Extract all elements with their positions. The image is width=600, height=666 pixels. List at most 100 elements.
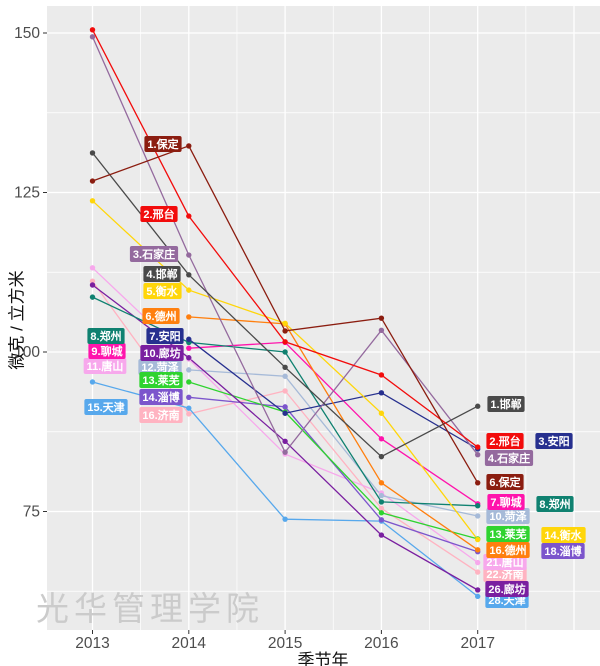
y-tick-label: 150 bbox=[14, 25, 40, 42]
city-label-text: 10.廊坊 bbox=[143, 346, 180, 360]
city-label-box bbox=[139, 407, 183, 423]
data-point-济南-2016 bbox=[378, 505, 385, 512]
city-label-text: 2.邢台 bbox=[489, 434, 520, 448]
city-label-text: 18.淄博 bbox=[544, 544, 581, 558]
city-label-text: 14.衡水 bbox=[544, 528, 582, 542]
city-label-text: 5.衡水 bbox=[146, 284, 178, 298]
data-point-邢台-2014 bbox=[186, 213, 192, 219]
city-label-box bbox=[139, 389, 183, 405]
city-label-8.郑州: 8.郑州 bbox=[87, 328, 125, 344]
city-label-7.安阳: 7.安阳 bbox=[146, 328, 184, 344]
city-label-box bbox=[541, 543, 585, 559]
city-label-box bbox=[486, 526, 530, 542]
data-point-邢台-2016 bbox=[378, 372, 385, 378]
x-tick-label: 2015 bbox=[268, 635, 302, 652]
data-point-聊城-2016 bbox=[378, 436, 385, 442]
data-point-德州-2016 bbox=[378, 480, 385, 486]
data-point-衡水-2017 bbox=[475, 536, 481, 543]
city-label-box bbox=[83, 358, 127, 374]
city-label-box bbox=[486, 474, 524, 490]
data-point-淄博-2014 bbox=[186, 394, 192, 400]
data-point-济南-2013 bbox=[89, 278, 96, 284]
data-point-德州-2017 bbox=[475, 547, 481, 553]
data-point-郑州-2016 bbox=[378, 499, 385, 505]
data-point-保定-2015 bbox=[282, 328, 288, 334]
city-label-text: 8.郑州 bbox=[90, 329, 121, 343]
series-line-莱芜 bbox=[188, 381, 478, 540]
city-label-box bbox=[143, 266, 181, 282]
city-label-box bbox=[140, 206, 178, 222]
series-line-淄博 bbox=[188, 396, 478, 553]
city-label-text: 13.莱芜 bbox=[489, 527, 526, 541]
city-label-16.济南: 16.济南 bbox=[139, 407, 183, 423]
data-point-莱芜-2016 bbox=[378, 510, 385, 516]
city-label-text: 26.廊坊 bbox=[488, 582, 525, 596]
data-point-石家庄-2017 bbox=[475, 452, 481, 458]
city-label-14.衡水: 14.衡水 bbox=[541, 527, 586, 543]
data-point-唐山-2017 bbox=[475, 559, 481, 566]
city-label-box bbox=[536, 496, 574, 512]
city-label-box bbox=[486, 508, 530, 524]
city-label-box bbox=[144, 136, 182, 152]
data-point-衡水-2014 bbox=[186, 287, 192, 293]
data-point-石家庄-2016 bbox=[378, 327, 385, 334]
city-label-box bbox=[485, 581, 529, 597]
city-label-text: 7.聊城 bbox=[490, 495, 521, 509]
data-point-菏泽-2015 bbox=[282, 373, 288, 379]
data-point-衡水-2016 bbox=[378, 410, 385, 416]
data-point-济南-2015 bbox=[282, 388, 288, 394]
city-label-14.淄博: 14.淄博 bbox=[139, 389, 183, 405]
data-point-济南-2014 bbox=[186, 411, 192, 417]
city-label-box bbox=[486, 542, 530, 558]
y-tick-label: 75 bbox=[23, 504, 40, 521]
data-point-保定-2013 bbox=[89, 178, 96, 184]
city-label-3.石家庄: 3.石家庄 bbox=[129, 246, 179, 262]
city-label-text: 13.莱芜 bbox=[142, 373, 179, 387]
city-label-10.菏泽: 10.菏泽 bbox=[486, 508, 530, 524]
city-label-text: 3.石家庄 bbox=[133, 247, 175, 261]
data-point-石家庄-2014 bbox=[186, 252, 192, 258]
data-point-菏泽-2016 bbox=[378, 492, 385, 499]
city-label-box bbox=[535, 433, 573, 449]
data-point-菏泽-2017 bbox=[475, 513, 481, 519]
data-point-莱芜-2014 bbox=[186, 379, 192, 385]
city-label-18.淄博: 18.淄博 bbox=[541, 543, 585, 559]
city-label-box bbox=[84, 399, 128, 415]
data-point-邯郸-2013 bbox=[89, 150, 96, 156]
data-point-保定-2017 bbox=[475, 480, 481, 486]
y-axis-title: 微克 / 立方米 bbox=[7, 270, 27, 370]
city-label-text: 9.聊城 bbox=[91, 344, 122, 358]
city-label-box bbox=[541, 527, 586, 543]
city-label-11.唐山: 11.唐山 bbox=[83, 358, 127, 374]
city-label-4.邯郸: 4.邯郸 bbox=[143, 266, 181, 282]
data-point-邢台-2017 bbox=[475, 444, 481, 450]
city-label-10.廊坊: 10.廊坊 bbox=[140, 345, 184, 361]
data-point-保定-2016 bbox=[378, 315, 385, 321]
city-label-box bbox=[487, 494, 525, 510]
city-label-text: 21.唐山 bbox=[486, 555, 523, 569]
city-label-text: 7.安阳 bbox=[149, 329, 180, 343]
city-label-text: 11.唐山 bbox=[87, 359, 124, 373]
city-label-box bbox=[146, 328, 184, 344]
data-point-菏泽-2014 bbox=[186, 367, 192, 373]
city-label-6.德州: 6.德州 bbox=[142, 308, 180, 324]
city-label-text: 16.济南 bbox=[142, 408, 179, 422]
city-label-13.莱芜: 13.莱芜 bbox=[486, 526, 530, 542]
data-point-唐山-2013 bbox=[89, 265, 96, 271]
city-label-15.天津: 15.天津 bbox=[84, 399, 128, 415]
watermark: 光华管理学院 bbox=[36, 590, 264, 627]
city-label-text: 8.郑州 bbox=[539, 497, 570, 511]
x-tick-label: 2014 bbox=[172, 635, 207, 652]
city-label-7.聊城: 7.聊城 bbox=[487, 494, 525, 510]
city-label-text: 1.邯郸 bbox=[490, 397, 521, 411]
data-point-邯郸-2017 bbox=[475, 403, 481, 409]
city-label-text: 4.石家庄 bbox=[488, 451, 530, 465]
data-point-衡水-2013 bbox=[89, 198, 96, 204]
city-label-16.德州: 16.德州 bbox=[486, 542, 530, 558]
data-point-邯郸-2014 bbox=[186, 272, 192, 278]
city-label-text: 14.淄博 bbox=[142, 390, 179, 404]
data-point-天津-2014 bbox=[186, 405, 192, 411]
data-point-邢台-2015 bbox=[282, 339, 288, 345]
city-label-9.聊城: 9.聊城 bbox=[88, 343, 126, 359]
